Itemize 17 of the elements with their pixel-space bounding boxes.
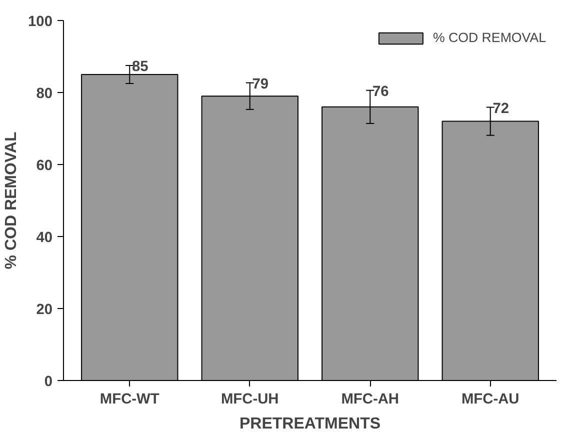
x-tick-label: MFC-WT [100, 392, 160, 408]
legend-label: % COD REMOVAL [432, 30, 546, 45]
y-tick-label: 0 [44, 374, 53, 390]
y-tick-label: 100 [28, 14, 53, 30]
x-tick-label: MFC-UH [220, 392, 279, 408]
x-axis-title: PRETREATMENTS [239, 416, 381, 432]
y-tick-label: 40 [36, 230, 53, 246]
data-label: 79 [252, 76, 269, 92]
x-tick-label: MFC-AU [461, 392, 520, 408]
data-label: 76 [372, 84, 389, 100]
y-tick-label: 80 [36, 86, 53, 102]
data-label: 85 [132, 59, 148, 75]
x-tick-label: MFC-AH [341, 392, 400, 408]
data-label: 72 [492, 100, 510, 117]
y-tick-label: 20 [36, 302, 53, 318]
y-tick-label: 60 [36, 158, 53, 174]
y-axis-title: % COD REMOVAL [3, 132, 20, 270]
